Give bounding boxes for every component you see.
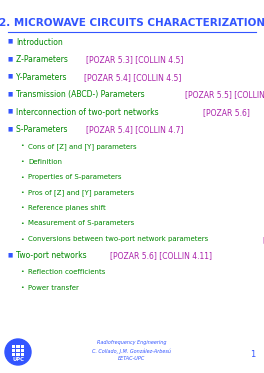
Text: Pros of [Z] and [Y] parameters: Pros of [Z] and [Y] parameters: [28, 189, 134, 196]
Bar: [21, 353, 24, 357]
Text: ■: ■: [8, 252, 13, 257]
Text: Z-Parameters: Z-Parameters: [16, 56, 70, 65]
Text: [POZAR 5.6] [COLLIN 4.11]: [POZAR 5.6] [COLLIN 4.11]: [110, 251, 212, 260]
Text: ■: ■: [8, 38, 13, 44]
Text: Introduction: Introduction: [16, 38, 63, 47]
Text: •: •: [20, 175, 24, 179]
Bar: [12, 345, 15, 348]
Bar: [21, 345, 24, 348]
Text: EETAC-UPC: EETAC-UPC: [118, 356, 146, 361]
Text: Conversions between two-port network parameters: Conversions between two-port network par…: [28, 236, 210, 242]
Text: Power transfer: Power transfer: [28, 285, 79, 291]
Text: Reference planes shift: Reference planes shift: [28, 205, 106, 211]
Circle shape: [5, 339, 31, 365]
Text: [POZAR 5.6]: [POZAR 5.6]: [263, 236, 264, 243]
Text: •: •: [20, 144, 24, 148]
Bar: [16, 349, 20, 352]
Text: Transmission (ABCD-) Parameters: Transmission (ABCD-) Parameters: [16, 91, 147, 100]
Bar: [12, 353, 15, 357]
Text: •: •: [20, 206, 24, 210]
Text: [POZAR 5.6]: [POZAR 5.6]: [203, 108, 250, 117]
Text: ■: ■: [8, 109, 13, 113]
Text: ■: ■: [8, 91, 13, 96]
Text: •: •: [20, 270, 24, 275]
Text: ■: ■: [8, 73, 13, 78]
Text: •: •: [20, 159, 24, 164]
Text: •: •: [20, 285, 24, 290]
Text: 2. MICROWAVE CIRCUITS CHARACTERIZATION: 2. MICROWAVE CIRCUITS CHARACTERIZATION: [0, 18, 264, 28]
Text: [POZAR 5.5] [COLLIN 4.9]: [POZAR 5.5] [COLLIN 4.9]: [185, 91, 264, 100]
Bar: [16, 353, 20, 357]
Text: Cons of [Z] and [Y] parameters: Cons of [Z] and [Y] parameters: [28, 143, 137, 150]
Text: ■: ■: [8, 56, 13, 61]
Text: Measurement of S-parameters: Measurement of S-parameters: [28, 220, 134, 226]
Text: Radiofrequency Engineering: Radiofrequency Engineering: [97, 340, 167, 345]
Bar: [21, 349, 24, 352]
Text: •: •: [20, 190, 24, 195]
Text: C. Collado, J.M. González-Arbesú: C. Collado, J.M. González-Arbesú: [92, 348, 172, 354]
Text: Properties of S-parameters: Properties of S-parameters: [28, 174, 121, 180]
Text: Reflection coefficients: Reflection coefficients: [28, 269, 105, 275]
Bar: [16, 345, 20, 348]
Text: •: •: [20, 221, 24, 226]
Text: Definition: Definition: [28, 159, 62, 164]
Text: S-Parameters: S-Parameters: [16, 125, 70, 135]
Text: Interconnection of two-port networks: Interconnection of two-port networks: [16, 108, 161, 117]
Text: ■: ■: [8, 126, 13, 131]
Text: •: •: [20, 236, 24, 241]
Text: [POZAR 5.4] [COLLIN 4.7]: [POZAR 5.4] [COLLIN 4.7]: [86, 125, 183, 135]
Text: 1: 1: [250, 350, 255, 359]
Text: UPC: UPC: [12, 357, 24, 362]
Bar: [12, 349, 15, 352]
Text: [POZAR 5.3] [COLLIN 4.5]: [POZAR 5.3] [COLLIN 4.5]: [86, 56, 183, 65]
Text: Two-port networks: Two-port networks: [16, 251, 89, 260]
Text: Y-Parameters: Y-Parameters: [16, 73, 69, 82]
Text: [POZAR 5.4] [COLLIN 4.5]: [POZAR 5.4] [COLLIN 4.5]: [84, 73, 182, 82]
